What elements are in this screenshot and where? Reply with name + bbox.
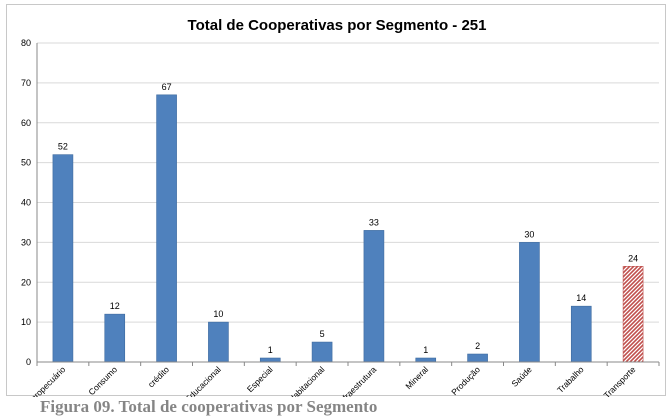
x-category-label: Mineral: [403, 364, 430, 391]
bar-consumo: [104, 313, 126, 363]
axes: [36, 43, 660, 366]
x-category-label: Habitacional: [286, 364, 326, 397]
y-tick-label: 70: [21, 78, 31, 88]
data-label: 67: [162, 82, 172, 92]
x-category-label: Agropecuário: [25, 364, 68, 397]
gridlines: [37, 42, 659, 323]
x-category-label: Infraestrutura: [336, 364, 379, 397]
x-category-label: Especial: [245, 364, 275, 394]
bar-mineral: [415, 357, 437, 363]
bar-agropecuário: [52, 154, 74, 363]
chart-frame: Total de Cooperativas por Segmento - 251…: [6, 4, 666, 397]
y-tick-label: 40: [21, 198, 31, 208]
bar-transporte: [622, 265, 644, 363]
y-tick-label: 20: [21, 277, 31, 287]
bar-crédito: [156, 94, 177, 363]
x-category-label: Produção: [449, 364, 482, 397]
figure-caption: Figura 09. Total de cooperativas por Seg…: [40, 397, 378, 416]
y-tick-label: 50: [21, 158, 31, 168]
y-tick-label: 60: [21, 118, 31, 128]
y-tick-label: 30: [21, 237, 31, 247]
x-category-label: Educacional: [183, 364, 223, 397]
data-label: 14: [576, 293, 586, 303]
bar-educacional: [208, 321, 229, 363]
x-category-label: crédito: [146, 364, 171, 389]
bars: [52, 94, 644, 363]
data-label: 52: [58, 142, 68, 152]
y-tick-label: 10: [21, 317, 31, 327]
data-label: 5: [320, 329, 325, 339]
y-tick-label: 80: [21, 38, 31, 48]
data-label: 2: [475, 341, 480, 351]
chart-title: Total de Cooperativas por Segmento - 251: [188, 17, 487, 34]
data-label: 24: [628, 253, 638, 263]
data-label: 1: [268, 345, 273, 355]
data-label: 12: [110, 301, 120, 311]
x-category-label: Transporte: [602, 364, 638, 397]
bar-habitacional: [311, 341, 333, 363]
y-tick-label: 0: [26, 357, 31, 367]
bar-chart: Total de Cooperativas por Segmento - 251…: [21, 17, 660, 397]
data-label: 30: [524, 229, 534, 239]
data-label: 33: [369, 217, 379, 227]
x-category-label: Consumo: [86, 364, 119, 397]
data-label: 1: [423, 345, 428, 355]
x-category-label: Saúde: [509, 364, 534, 389]
bar-infraestrutura: [363, 230, 385, 363]
bar-trabalho: [570, 305, 592, 363]
y-axis-ticks: 0 10 20 30 40 50 60 70 80: [21, 38, 31, 367]
x-axis-categories: Agropecuário Consumo crédito Educacional Esp…: [25, 364, 638, 397]
bar-especial: [259, 357, 281, 363]
x-category-label: Trabalho: [555, 364, 586, 395]
bar-saúde: [519, 242, 540, 363]
bar-produção: [467, 353, 488, 363]
data-label: 10: [213, 309, 223, 319]
